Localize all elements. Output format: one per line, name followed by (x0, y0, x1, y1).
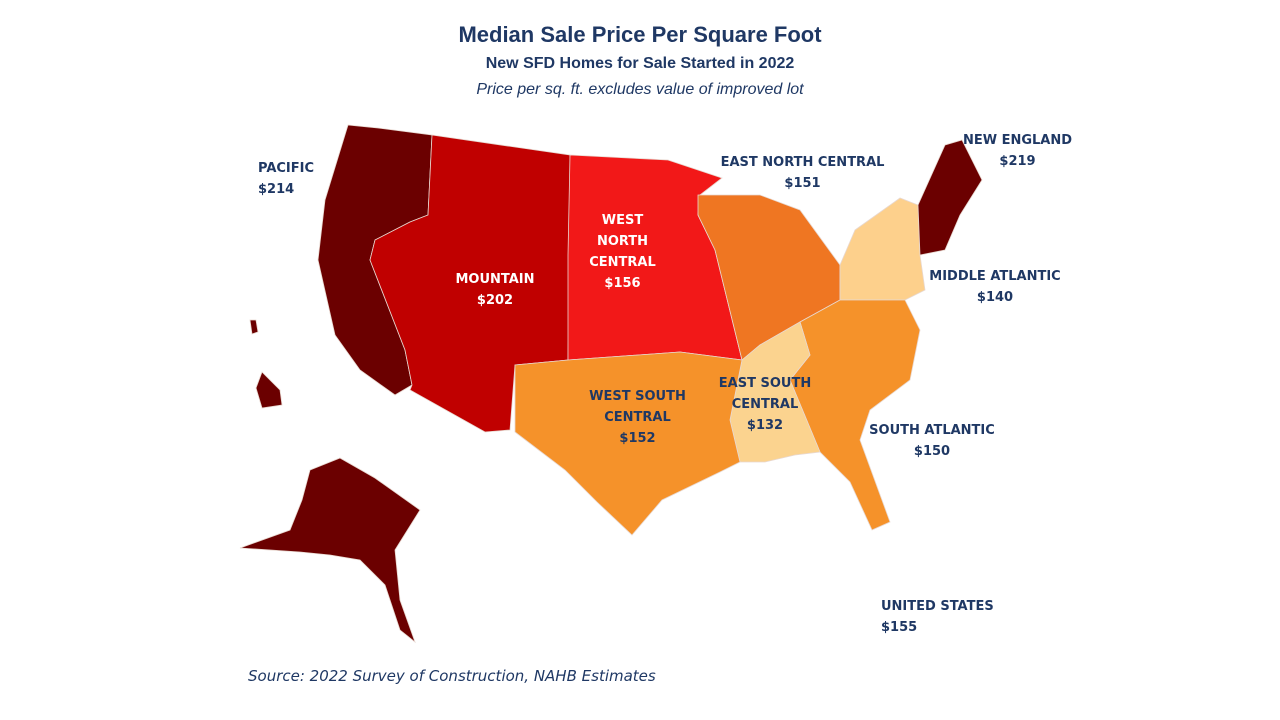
hawaii (255, 371, 283, 409)
region-price: $219 (999, 154, 1036, 169)
region-west-south-central (514, 351, 743, 536)
region-price: $214 (258, 182, 295, 197)
alaska (239, 457, 421, 644)
region-price: $202 (476, 293, 514, 308)
region-label: MIDDLE ATLANTIC $140 (925, 266, 1065, 308)
region-label: EAST SOUTH CENTRAL $132 (715, 373, 815, 436)
region-name: UNITED STATES (881, 599, 994, 614)
region-name: WEST NORTH CENTRAL (589, 213, 656, 270)
region-name: SOUTH ATLANTIC (869, 423, 995, 438)
region-name: EAST SOUTH CENTRAL (718, 376, 812, 412)
region-label: NEW ENGLAND $219 (955, 130, 1080, 172)
region-price: $155 (881, 620, 918, 635)
region-label: SOUTH ATLANTIC $150 (862, 420, 1002, 462)
region-label: WEST SOUTH CENTRAL $152 (585, 386, 690, 449)
region-name: MIDDLE ATLANTIC (929, 269, 1061, 284)
region-label: WEST NORTH CENTRAL $156 (580, 210, 665, 294)
region-price: $156 (604, 276, 641, 291)
region-name: PACIFIC (258, 161, 315, 176)
source: Source: 2022 Survey of Construction, NAH… (248, 667, 656, 685)
region-new-england (917, 139, 983, 256)
region-price: $151 (784, 176, 821, 191)
region-label: EAST NORTH CENTRAL $151 (715, 152, 890, 194)
region-label: MOUNTAIN $202 (440, 269, 550, 311)
region-name: EAST NORTH CENTRAL (720, 155, 885, 170)
title: Median Sale Price Per Square Foot (458, 22, 822, 47)
region-middle-atlantic (839, 197, 926, 301)
region-price: $132 (746, 418, 784, 433)
region-price: $152 (619, 431, 656, 446)
region-name: MOUNTAIN (455, 272, 535, 287)
region-price: $150 (913, 444, 951, 459)
hawaii (249, 319, 259, 335)
region-name: WEST SOUTH CENTRAL (589, 389, 686, 425)
region-price: $140 (976, 290, 1014, 305)
us-label: UNITED STATES $155 (881, 596, 994, 638)
region-name: NEW ENGLAND (962, 133, 1073, 148)
subtitle: New SFD Homes for Sale Started in 2022 (485, 55, 795, 72)
region-label: PACIFIC $214 (258, 158, 314, 200)
note: Price per sq. ft. excludes value of impr… (476, 81, 804, 98)
